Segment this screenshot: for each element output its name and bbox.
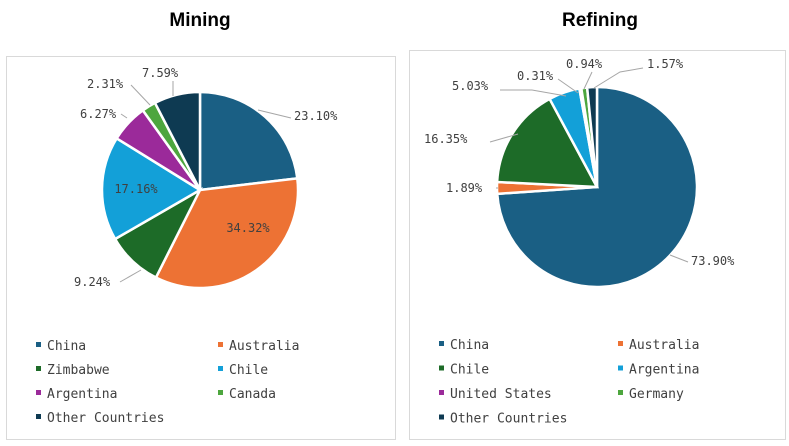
mining-data-label-china: 23.10% xyxy=(294,109,338,123)
mining-slice-other-countries xyxy=(153,90,202,191)
refining-legend-swatch-other-countries xyxy=(439,414,444,420)
mining-slice-chile xyxy=(100,136,203,241)
refining-legend-label-australia: Australia xyxy=(629,338,699,353)
mining-legend-swatch-other-countries xyxy=(36,414,41,419)
mining-legend-swatch-argentina xyxy=(36,390,41,395)
mining-slice-australia xyxy=(154,176,300,290)
refining-legend-swatch-united-states xyxy=(439,390,444,395)
mining-data-label-chile: 17.16% xyxy=(114,182,158,196)
refining-data-label-australia: 1.89% xyxy=(446,181,483,195)
mining-legend-swatch-australia xyxy=(218,342,223,347)
refining-data-label-other-countries: 1.57% xyxy=(647,57,684,71)
mining-legend-swatch-zimbabwe xyxy=(36,366,41,371)
refining-slice-chile xyxy=(495,97,600,189)
mining-data-label-zimbabwe: 9.24% xyxy=(74,275,111,289)
mining-legend-label-zimbabwe: Zimbabwe xyxy=(47,363,110,378)
mining-legend-label-other-countries: Other Countries xyxy=(47,411,164,426)
mining-data-label-australia: 34.32% xyxy=(226,221,270,235)
mining-data-label-other-countries: 7.59% xyxy=(142,66,179,80)
mining-leader-line-canada xyxy=(130,84,151,106)
refining-legend-swatch-china xyxy=(439,341,444,346)
refining-legend-swatch-chile xyxy=(439,365,444,371)
refining-leader-line-chile xyxy=(489,133,519,143)
refining-leader-line-united-states xyxy=(557,78,579,94)
refining-legend-swatch-argentina xyxy=(618,365,623,371)
mining-slice-china xyxy=(198,90,299,192)
refining-legend-label-united-states: United States xyxy=(450,387,552,402)
refining-leader-line-other-countries xyxy=(593,67,644,89)
mining-legend-label-australia: Australia xyxy=(229,339,299,354)
mining-legend-label-canada: Canada xyxy=(229,387,276,402)
refining-slice-other-countries xyxy=(585,85,599,188)
refining-legend-swatch-germany xyxy=(618,390,623,395)
refining-legend-label-chile: Chile xyxy=(450,363,489,378)
mining-data-label-canada: 2.31% xyxy=(87,77,124,91)
mining-legend-swatch-canada xyxy=(218,390,223,395)
refining-legend-label-argentina: Argentina xyxy=(629,363,699,378)
mining-legend-swatch-china xyxy=(36,342,41,347)
mining-legend-label-argentina: Argentina xyxy=(47,387,117,402)
refining-legend-label-germany: Germany xyxy=(629,387,684,402)
refining-leader-line-argentina xyxy=(500,89,567,97)
refining-legend-label-other-countries: Other Countries xyxy=(450,412,567,427)
refining-data-label-germany: 0.94% xyxy=(566,57,603,71)
refining-legend-label-china: China xyxy=(450,338,489,353)
mining-legend-label-china: China xyxy=(47,339,86,354)
refining-legend-swatch-australia xyxy=(618,341,623,346)
refining-leader-line-germany xyxy=(583,71,593,90)
refining-data-label-argentina: 5.03% xyxy=(452,79,489,93)
refining-data-label-china: 73.90% xyxy=(691,254,735,268)
refining-leader-line-china xyxy=(669,254,689,263)
mining-leader-line-argentina xyxy=(120,113,128,119)
mining-legend-swatch-chile xyxy=(218,366,223,371)
mining-legend-label-chile: Chile xyxy=(229,363,268,378)
refining-chart-title: Refining xyxy=(562,10,638,31)
refining-data-label-united-states: 0.31% xyxy=(517,69,554,83)
mining-leader-line-china xyxy=(257,109,292,119)
mining-data-label-argentina: 6.27% xyxy=(80,107,117,121)
refining-data-label-chile: 16.35% xyxy=(424,132,468,146)
mining-chart-title: Mining xyxy=(169,10,231,31)
mining-leader-line-zimbabwe xyxy=(119,269,142,283)
